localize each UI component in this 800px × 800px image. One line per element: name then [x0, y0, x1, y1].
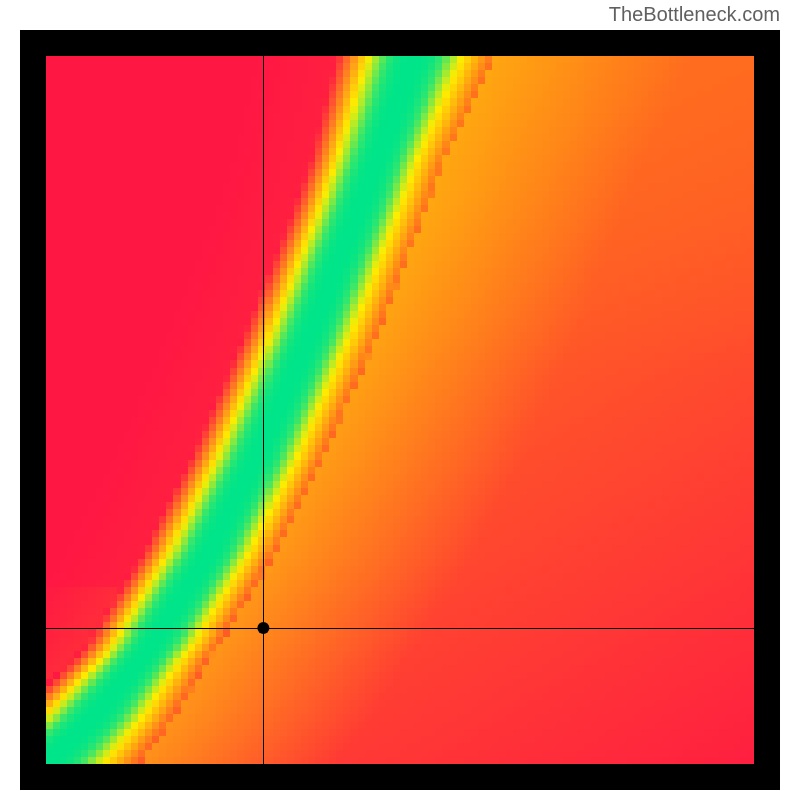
watermark-text: TheBottleneck.com — [609, 4, 780, 27]
heatmap-canvas — [20, 30, 780, 790]
bottleneck-heatmap — [20, 30, 780, 790]
